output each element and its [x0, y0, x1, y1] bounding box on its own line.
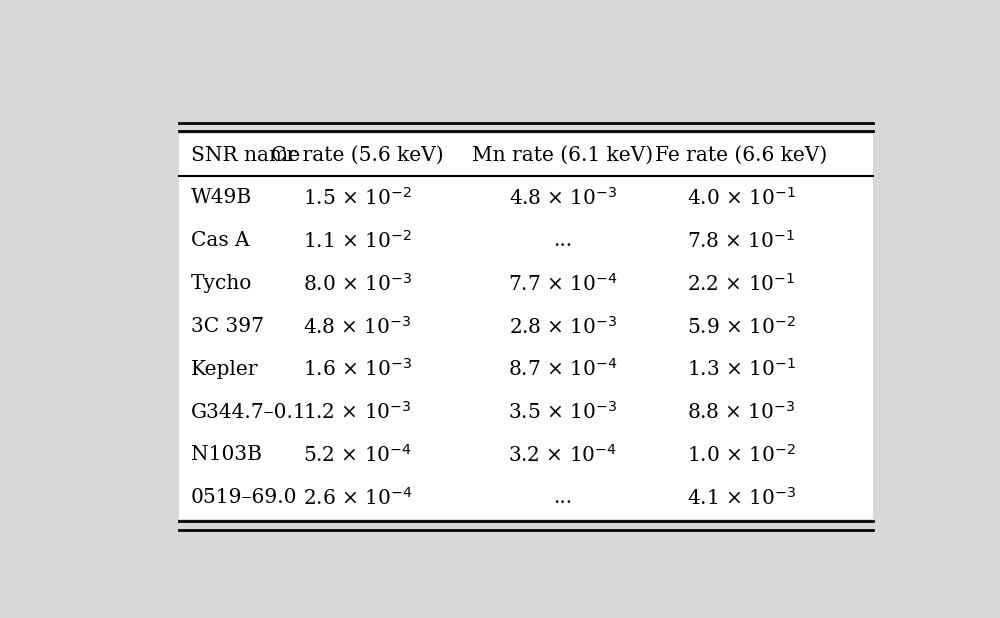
Text: 8.7 × 10$^{-4}$: 8.7 × 10$^{-4}$ — [508, 358, 618, 380]
Text: 4.0 × 10$^{-1}$: 4.0 × 10$^{-1}$ — [687, 187, 796, 209]
Text: G344.7–0.1: G344.7–0.1 — [191, 402, 307, 421]
Text: SNR name: SNR name — [191, 146, 300, 164]
Text: 8.8 × 10$^{-3}$: 8.8 × 10$^{-3}$ — [687, 401, 795, 423]
Text: 4.8 × 10$^{-3}$: 4.8 × 10$^{-3}$ — [509, 187, 617, 209]
Text: 5.9 × 10$^{-2}$: 5.9 × 10$^{-2}$ — [687, 315, 796, 337]
Text: 3C 397: 3C 397 — [191, 317, 264, 336]
Text: W49B: W49B — [191, 188, 252, 208]
Text: 1.1 × 10$^{-2}$: 1.1 × 10$^{-2}$ — [303, 230, 412, 252]
Text: 1.5 × 10$^{-2}$: 1.5 × 10$^{-2}$ — [303, 187, 412, 209]
Text: 7.7 × 10$^{-4}$: 7.7 × 10$^{-4}$ — [508, 273, 618, 295]
Text: 4.1 × 10$^{-3}$: 4.1 × 10$^{-3}$ — [687, 487, 796, 509]
Text: 4.8 × 10$^{-3}$: 4.8 × 10$^{-3}$ — [303, 315, 412, 337]
Text: 2.2 × 10$^{-1}$: 2.2 × 10$^{-1}$ — [687, 273, 795, 295]
Text: Cas A: Cas A — [191, 231, 250, 250]
Text: 1.3 × 10$^{-1}$: 1.3 × 10$^{-1}$ — [687, 358, 796, 380]
Text: Tycho: Tycho — [191, 274, 252, 293]
Text: 5.2 × 10$^{-4}$: 5.2 × 10$^{-4}$ — [303, 444, 412, 466]
Text: 8.0 × 10$^{-3}$: 8.0 × 10$^{-3}$ — [303, 273, 412, 295]
Text: N103B: N103B — [191, 446, 262, 464]
Text: ...: ... — [553, 488, 572, 507]
Text: 3.2 × 10$^{-4}$: 3.2 × 10$^{-4}$ — [508, 444, 617, 466]
Text: ...: ... — [553, 231, 572, 250]
Text: 1.2 × 10$^{-3}$: 1.2 × 10$^{-3}$ — [303, 401, 412, 423]
Text: Fe rate (6.6 keV): Fe rate (6.6 keV) — [655, 146, 827, 164]
Text: 7.8 × 10$^{-1}$: 7.8 × 10$^{-1}$ — [687, 230, 795, 252]
Text: 0519–69.0: 0519–69.0 — [191, 488, 297, 507]
Bar — [179, 133, 873, 519]
Text: Kepler: Kepler — [191, 360, 258, 379]
Text: Mn rate (6.1 keV): Mn rate (6.1 keV) — [472, 146, 653, 164]
Text: 2.8 × 10$^{-3}$: 2.8 × 10$^{-3}$ — [509, 315, 617, 337]
Text: 3.5 × 10$^{-3}$: 3.5 × 10$^{-3}$ — [508, 401, 617, 423]
Text: 1.6 × 10$^{-3}$: 1.6 × 10$^{-3}$ — [303, 358, 412, 380]
Text: Cr rate (5.6 keV): Cr rate (5.6 keV) — [271, 146, 444, 164]
Text: 1.0 × 10$^{-2}$: 1.0 × 10$^{-2}$ — [687, 444, 796, 466]
Text: 2.6 × 10$^{-4}$: 2.6 × 10$^{-4}$ — [303, 487, 412, 509]
